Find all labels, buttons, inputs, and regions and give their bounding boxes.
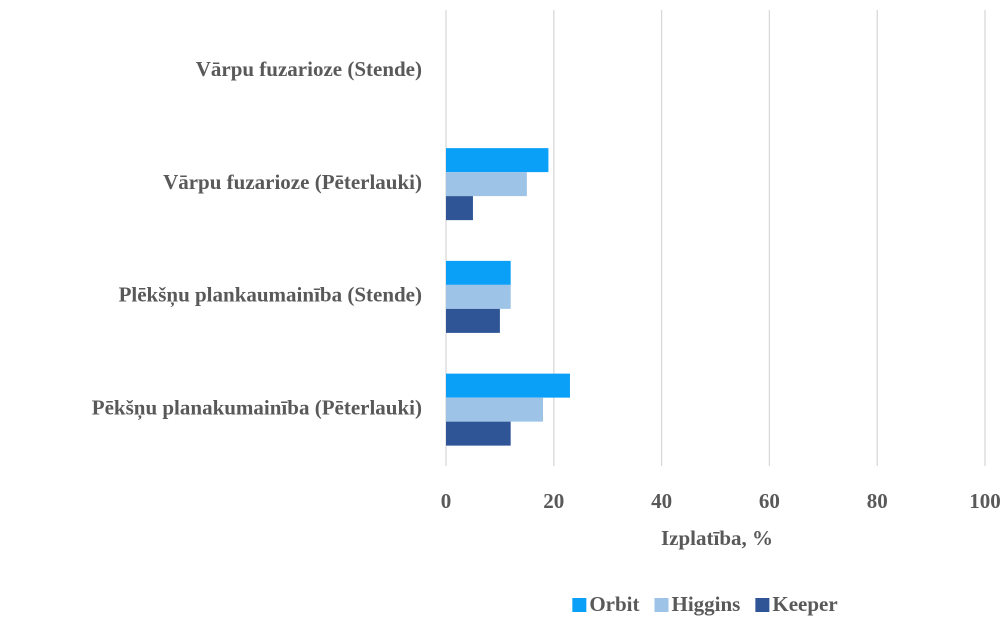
y-tick-label: Pēkšņu planakumainība (Pēterlauki): [92, 395, 422, 420]
bar: [446, 284, 511, 309]
y-tick-label: Vārpu fuzarioze (Pēterlauki): [163, 170, 422, 194]
legend-swatch: [755, 598, 770, 612]
x-tick-label: 20: [543, 489, 564, 513]
legend-label: Keeper: [772, 592, 837, 616]
x-axis-title: Izplatība, %: [661, 526, 773, 550]
bar: [446, 196, 473, 221]
y-tick-label: Plēkšņu plankaumainība (Stende): [119, 283, 422, 308]
bar: [446, 172, 527, 197]
bar: [446, 421, 511, 446]
legend-label: Orbit: [589, 592, 639, 616]
x-tick-label: 100: [969, 489, 1001, 513]
bar: [446, 260, 511, 285]
bar: [446, 397, 544, 422]
bar: [446, 373, 570, 398]
bar: [446, 308, 500, 333]
legend-swatch: [654, 598, 669, 612]
x-tick-label: 0: [441, 489, 452, 513]
x-tick-label: 60: [759, 489, 780, 513]
bar: [446, 148, 549, 173]
x-tick-label: 80: [867, 489, 888, 513]
x-tick-label: 40: [651, 489, 672, 513]
legend-label: Higgins: [672, 592, 741, 616]
y-tick-label: Vārpu fuzarioze (Stende): [196, 57, 422, 81]
legend-swatch: [572, 598, 587, 612]
